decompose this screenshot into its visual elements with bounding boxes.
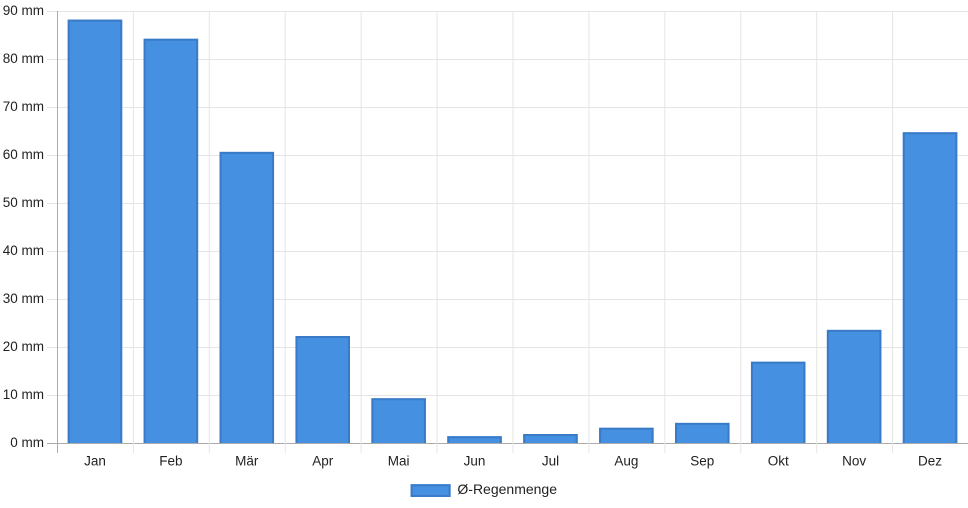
svg-text:20 mm: 20 mm [3,339,44,354]
svg-text:60 mm: 60 mm [3,147,44,162]
svg-text:Dez: Dez [918,453,942,468]
svg-text:Feb: Feb [159,453,182,468]
svg-text:0 mm: 0 mm [10,435,44,450]
svg-text:Mai: Mai [388,453,410,468]
svg-text:70 mm: 70 mm [3,99,44,114]
svg-text:80 mm: 80 mm [3,51,44,66]
svg-text:Jan: Jan [84,453,106,468]
svg-text:Mär: Mär [235,453,259,468]
svg-text:90 mm: 90 mm [3,3,44,18]
svg-text:Jun: Jun [464,453,486,468]
svg-text:Okt: Okt [768,453,789,468]
svg-text:Ø-Regenmenge: Ø-Regenmenge [457,481,557,497]
svg-text:Apr: Apr [312,453,334,468]
svg-text:50 mm: 50 mm [3,195,44,210]
svg-text:30 mm: 30 mm [3,291,44,306]
svg-text:10 mm: 10 mm [3,387,44,402]
svg-text:Aug: Aug [614,453,638,468]
svg-text:Sep: Sep [690,453,714,468]
svg-text:Nov: Nov [842,453,866,468]
svg-text:40 mm: 40 mm [3,243,44,258]
svg-text:Jul: Jul [542,453,559,468]
